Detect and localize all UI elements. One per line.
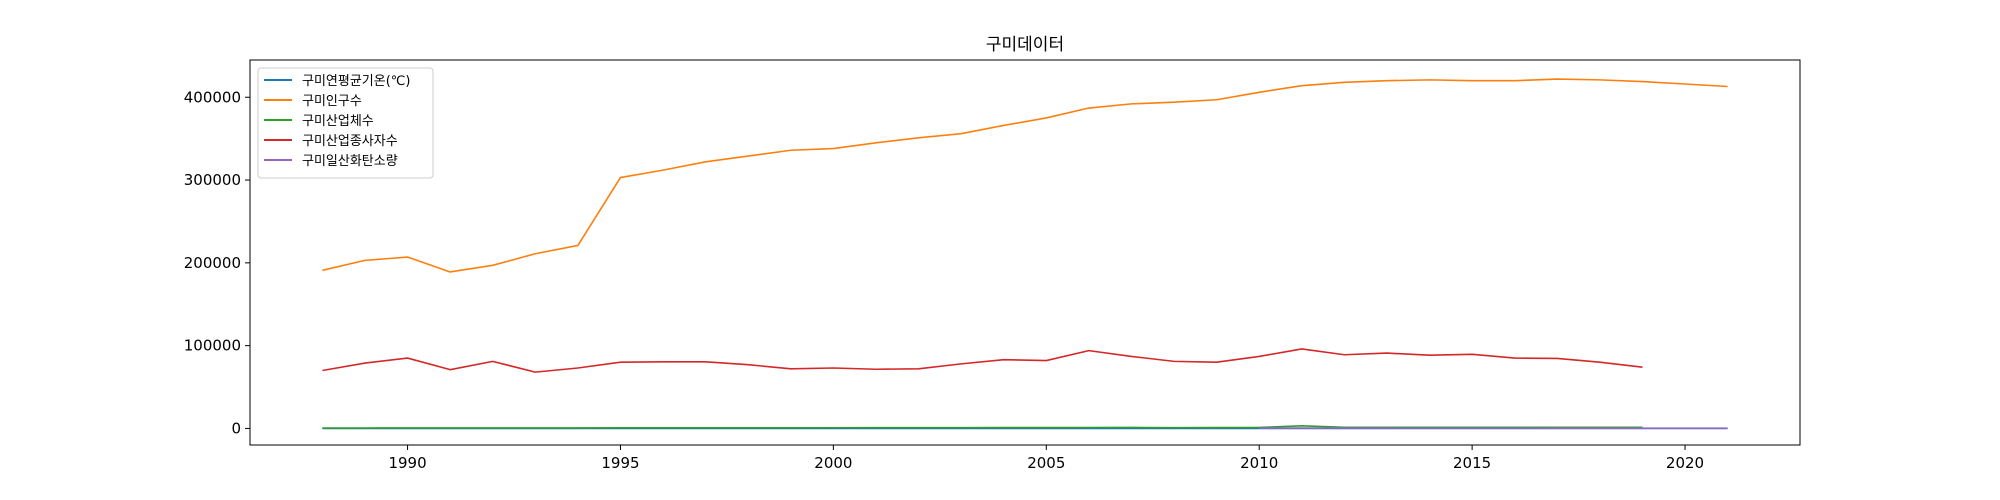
legend-label-4: 구미산업종사자수 <box>302 134 398 149</box>
x-tick-label: 1995 <box>601 454 639 472</box>
legend-box <box>257 67 434 179</box>
legend-label-5: 구미일산화탄소량 <box>302 154 398 169</box>
x-tick-label: 1990 <box>388 454 426 472</box>
x-tick-label: 2020 <box>1666 454 1704 472</box>
y-tick-label: 300000 <box>184 171 241 189</box>
x-tick-label: 2000 <box>814 454 852 472</box>
x-tick-label: 2015 <box>1453 454 1491 472</box>
plot-area <box>322 78 1728 430</box>
legend-label-2: 구미인구수 <box>302 94 362 109</box>
plot-frame <box>249 59 1801 446</box>
y-tick-label: 100000 <box>184 337 241 355</box>
legend-label-1: 구미연평균기온(℃) <box>302 74 410 89</box>
x-tick-label: 2005 <box>1027 454 1065 472</box>
y-tick-label: 200000 <box>184 254 241 272</box>
y-tick-label: 400000 <box>184 88 241 106</box>
x-tick-label: 2010 <box>1240 454 1278 472</box>
legend-label-3: 구미산업체수 <box>302 114 374 129</box>
chart-title: 구미데이터 <box>986 35 1064 55</box>
y-tick-label: 0 <box>231 419 241 437</box>
series-line-4 <box>322 348 1643 373</box>
series-line-2 <box>322 78 1728 273</box>
